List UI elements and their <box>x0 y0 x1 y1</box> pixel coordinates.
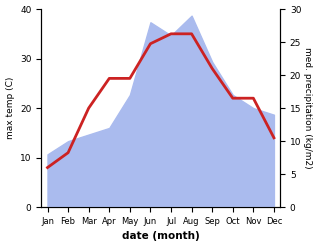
Y-axis label: max temp (C): max temp (C) <box>5 77 15 139</box>
X-axis label: date (month): date (month) <box>122 231 200 242</box>
Y-axis label: med. precipitation (kg/m2): med. precipitation (kg/m2) <box>303 47 313 169</box>
